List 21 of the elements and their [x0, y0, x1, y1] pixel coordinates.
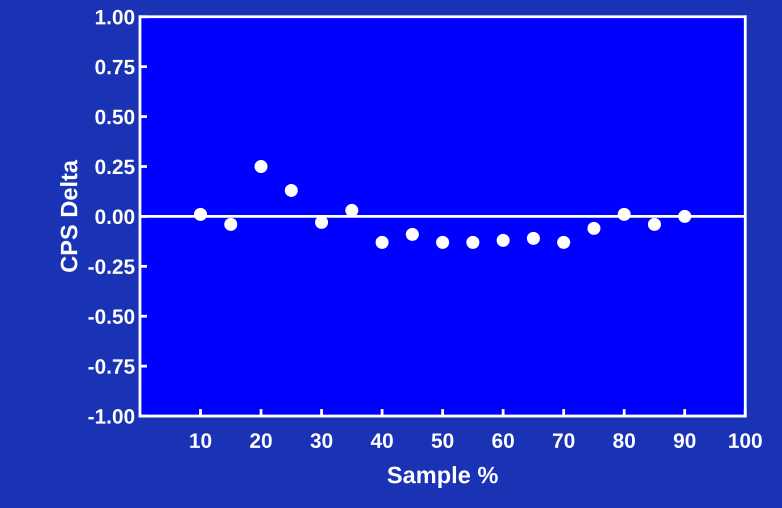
y-tick-label: 0.75 [95, 60, 135, 74]
x-tick-label: 50 [432, 433, 454, 448]
y-axis-title: CPS Delta [60, 160, 78, 272]
x-tick-label: 90 [674, 433, 696, 448]
x-tick-label: 70 [552, 433, 574, 448]
y-tick-label: 0.00 [95, 209, 134, 224]
x-tick-label: 10 [190, 433, 212, 448]
x-tick-label: 80 [613, 433, 635, 448]
x-axis-title: Sample % [388, 466, 498, 488]
x-tick-label: 30 [310, 433, 332, 448]
y-tick-label: 0.50 [95, 110, 134, 124]
x-tick-label: 60 [492, 433, 514, 448]
y-tick-label: 1.00 [96, 10, 134, 25]
x-tick-label: 20 [250, 433, 272, 448]
y-tick-label: -0.25 [88, 259, 135, 274]
x-tick-label: 100 [729, 433, 762, 448]
y-tick-label: -0.75 [88, 359, 135, 374]
y-tick-label: 0.25 [95, 160, 135, 174]
y-tick-label: -1.00 [88, 409, 134, 424]
y-tick-label: -0.50 [88, 309, 134, 324]
x-tick-label: 40 [370, 433, 393, 448]
